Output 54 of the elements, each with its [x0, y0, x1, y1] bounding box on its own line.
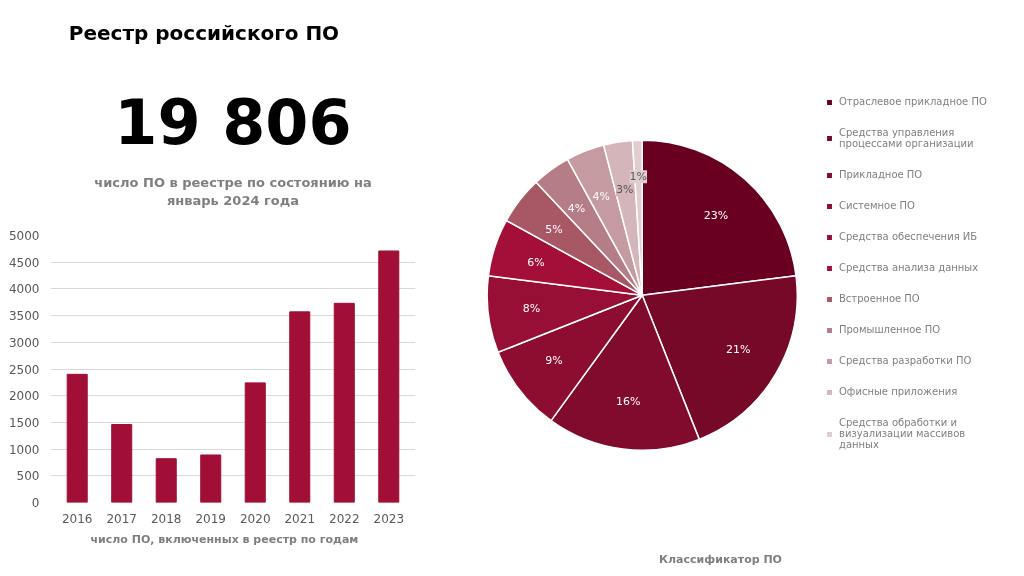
legend-label: Прикладное ПО	[839, 169, 923, 180]
data-label: 16%	[615, 394, 641, 408]
y-tick-label: 2500	[8, 362, 40, 377]
bar	[333, 302, 355, 503]
legend-label: Отраслевое прикладное ПО	[839, 96, 987, 107]
legend-label: Средства управления процессами организации	[839, 127, 974, 149]
y-tick-label: 4000	[8, 282, 40, 297]
legend-label: Офисные приложения	[839, 386, 958, 397]
text: Классификатор ПО	[659, 552, 782, 566]
y-tick-label: 5000	[8, 229, 40, 243]
legend-label: Средства обеспечения ИБ	[839, 231, 978, 242]
data-label: 1%	[629, 170, 648, 184]
data-label: 6%	[527, 255, 545, 269]
legend-label: Средства анализа данных	[839, 262, 979, 273]
x-tick-label: 2019	[195, 511, 227, 526]
data-label: 3%	[616, 183, 634, 197]
data-label: 4%	[592, 189, 610, 203]
bar	[66, 373, 88, 503]
x-tick-label: 2016	[61, 511, 93, 526]
y-tick-label: 1000	[8, 442, 40, 457]
data-label: 8%	[522, 302, 541, 316]
x-tick-label: 2021	[284, 511, 316, 526]
x-tick-label: 2020	[239, 511, 271, 526]
text: число ПО, включенных в реестр по годам	[90, 532, 359, 546]
bar	[200, 454, 222, 503]
bar	[289, 311, 311, 503]
text: 19 806	[114, 85, 352, 159]
bar	[111, 424, 133, 503]
legend-label: Встроенное ПО	[839, 293, 920, 304]
legend-label: Системное ПО	[839, 200, 915, 211]
legend-label: Промышленное ПО	[839, 324, 941, 335]
y-tick-label: 0	[31, 496, 40, 510]
legend-label: Средства обработки и визуализации массивов данных	[839, 417, 966, 450]
data-label: 5%	[545, 223, 563, 237]
data-label: 4%	[567, 202, 586, 216]
text: Реестр российского ПО	[68, 20, 340, 45]
y-tick-label: 500	[16, 469, 40, 484]
y-tick-label: 3500	[8, 309, 40, 324]
bar	[244, 382, 266, 503]
text: число ПО в реестре по состоянию на январь 2024 года	[94, 174, 372, 208]
legend-label: Средства разработки ПО	[839, 355, 972, 366]
bar	[378, 250, 400, 503]
x-tick-label: 2018	[150, 511, 182, 526]
y-tick-label: 2000	[8, 389, 40, 404]
x-tick-label: 2022	[329, 511, 360, 526]
data-label: 21%	[726, 342, 751, 356]
x-tick-label: 2017	[106, 511, 137, 526]
x-tick-label: 2023	[373, 511, 405, 526]
y-tick-label: 1500	[8, 415, 40, 430]
y-tick-label: 3000	[8, 335, 40, 350]
bar	[155, 458, 177, 503]
data-label: 23%	[703, 208, 729, 222]
y-tick-label: 4500	[8, 255, 40, 270]
data-label: 9%	[545, 354, 563, 368]
